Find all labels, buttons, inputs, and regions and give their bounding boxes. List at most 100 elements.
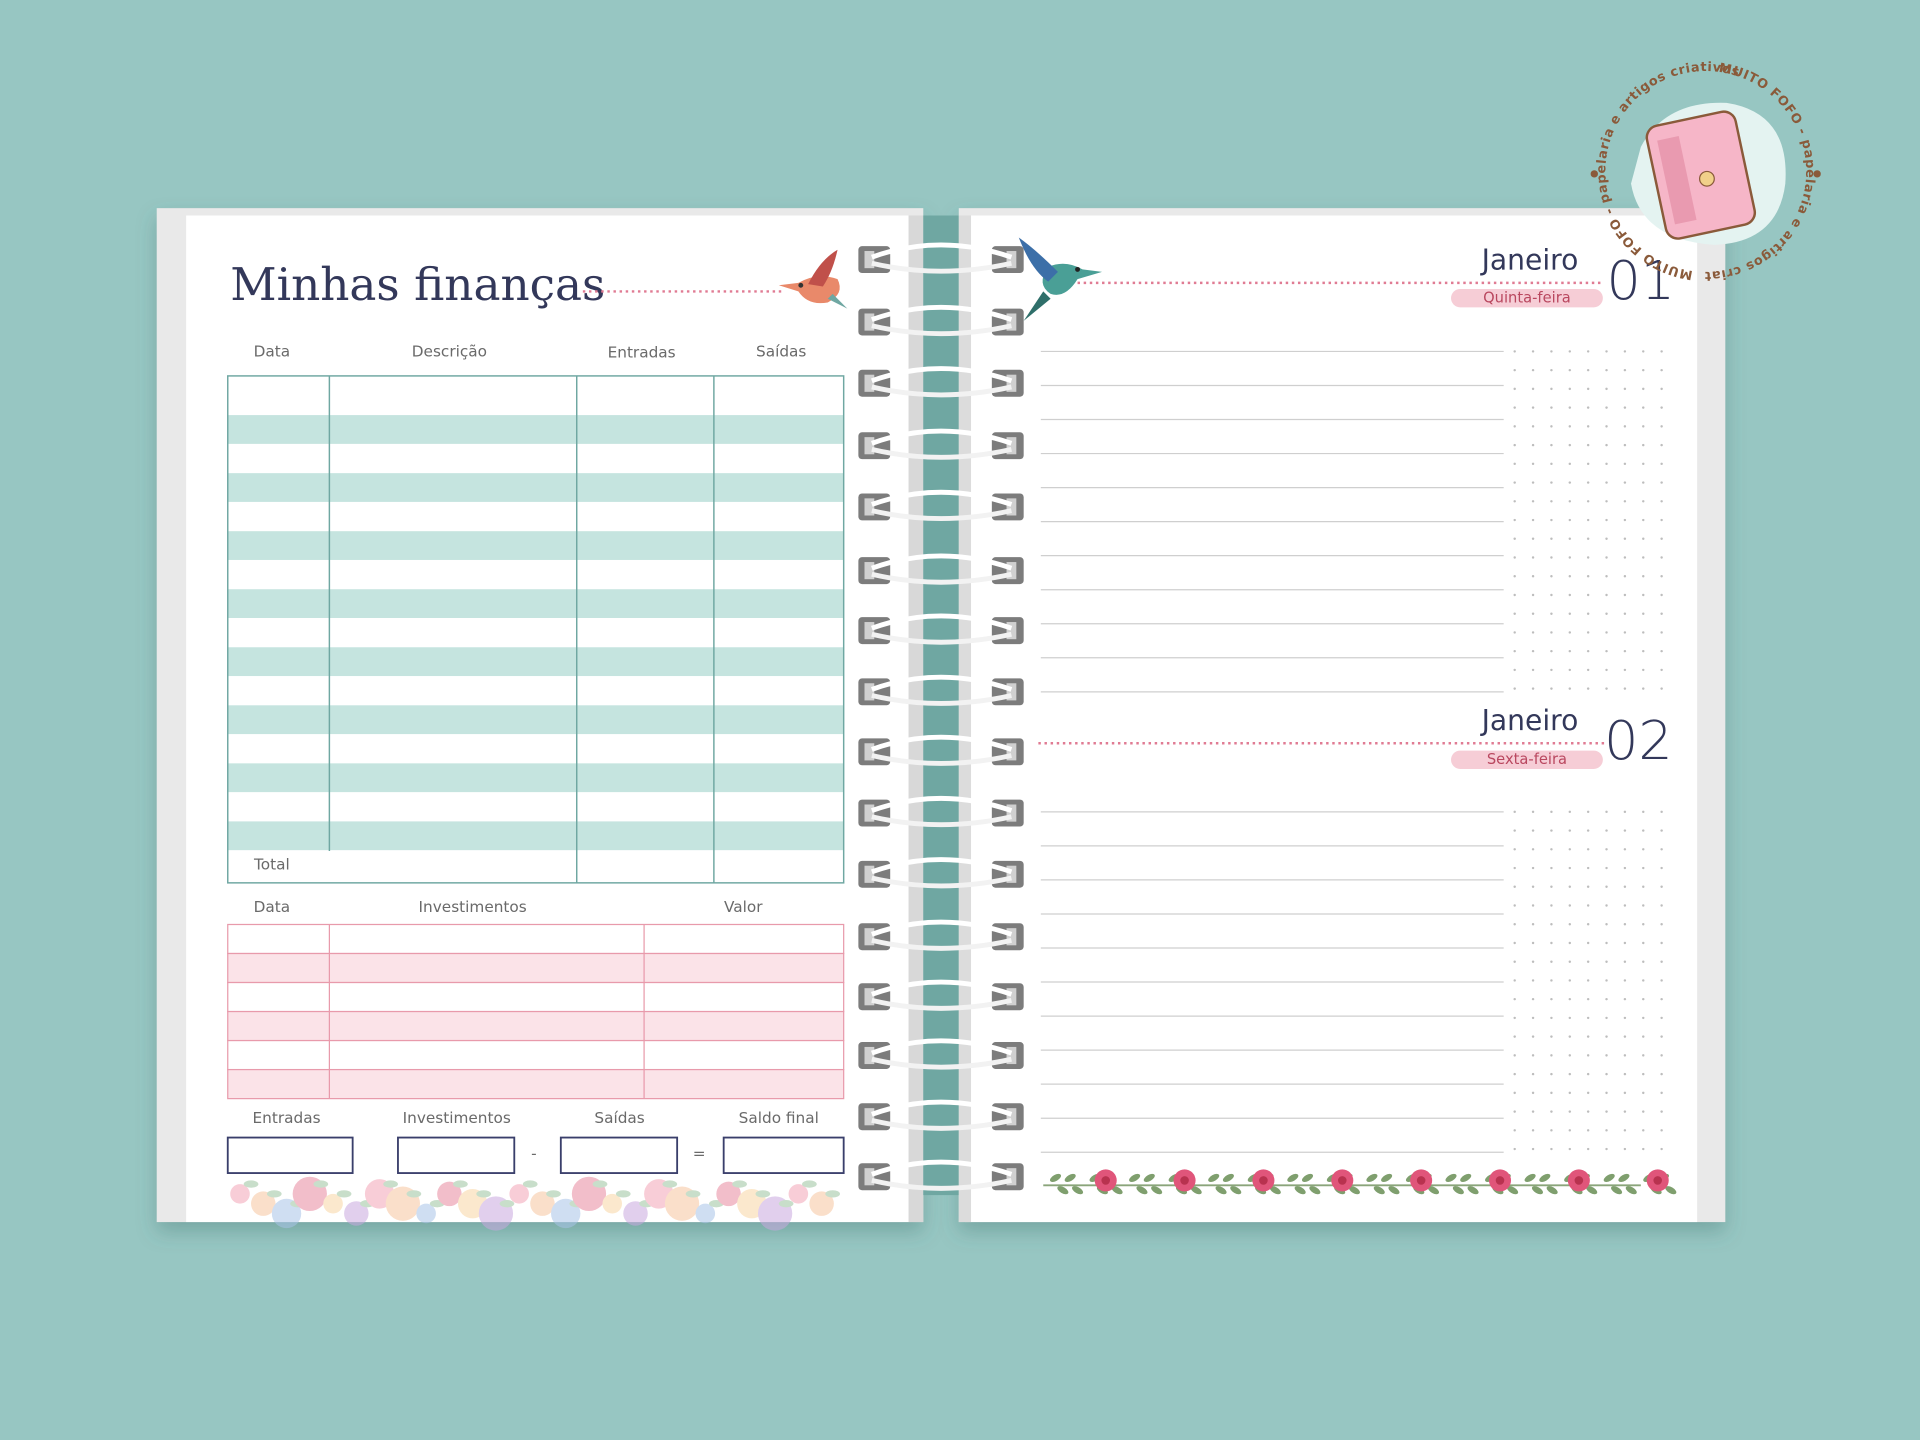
ring-clip-shine xyxy=(1006,804,1017,822)
ring-clip xyxy=(858,308,891,336)
grid-dot xyxy=(1660,960,1663,963)
leaf xyxy=(1215,1186,1227,1195)
ring xyxy=(871,631,1012,645)
grid-dot xyxy=(1550,387,1553,391)
leaf xyxy=(1381,1173,1393,1183)
ring-clip xyxy=(858,432,891,460)
grid-dot xyxy=(1550,1035,1553,1038)
grid-dot xyxy=(1623,687,1627,690)
grid-dot xyxy=(1642,1129,1645,1132)
grid-dot xyxy=(1568,885,1572,888)
grid-dot xyxy=(1568,1054,1572,1057)
grid-dot xyxy=(1513,1091,1516,1095)
grid-dot xyxy=(1550,1147,1553,1151)
grid-dot xyxy=(1605,631,1608,634)
grid-dot xyxy=(1623,612,1627,615)
ledger-stripe xyxy=(227,763,844,793)
grid-dot xyxy=(1513,1035,1516,1038)
grid-dot xyxy=(1642,350,1645,353)
ring-clip-shine xyxy=(1006,988,1017,1006)
grid-dot xyxy=(1550,406,1553,409)
grid-dot xyxy=(1550,1016,1553,1020)
leaf xyxy=(1507,1186,1519,1195)
day-number: 02 xyxy=(1604,709,1673,772)
leaf xyxy=(313,1180,329,1188)
grid-dot xyxy=(1568,904,1572,907)
grid-dot xyxy=(1550,612,1553,615)
grid-dot xyxy=(1531,885,1535,888)
leaf xyxy=(243,1180,259,1188)
ledger-stripe xyxy=(227,821,844,851)
grid-dot xyxy=(1586,941,1590,945)
weekday: Quinta-feira xyxy=(1483,289,1571,306)
grid-dot xyxy=(1660,1054,1663,1057)
ledger-stripe xyxy=(227,705,844,735)
grid-dot xyxy=(1586,1147,1590,1151)
grid-dot xyxy=(1660,1110,1663,1113)
grid-dot xyxy=(1642,593,1645,597)
grid-dot xyxy=(1586,866,1590,870)
grid-dot xyxy=(1660,1035,1663,1038)
grid-dot xyxy=(1605,406,1608,409)
ring xyxy=(871,857,1013,875)
leaf xyxy=(1467,1186,1479,1195)
grid-dot xyxy=(1513,649,1516,653)
grid-dot xyxy=(1586,904,1590,907)
grid-dot xyxy=(1642,649,1645,653)
leaf xyxy=(1294,1186,1306,1195)
grid-dot xyxy=(1623,500,1627,503)
grid-dot xyxy=(1642,1110,1645,1113)
grid-dot xyxy=(1623,885,1627,888)
grid-dot xyxy=(1623,462,1627,466)
grid-dot xyxy=(1550,1072,1553,1076)
leaf xyxy=(1269,1186,1281,1195)
ring-clip-shine xyxy=(1006,683,1017,701)
ring-clip xyxy=(858,678,891,706)
leaf xyxy=(1208,1173,1220,1183)
grid-dot xyxy=(1550,885,1553,888)
grid-dot xyxy=(1531,1129,1535,1132)
summary-label: Saídas xyxy=(594,1109,644,1127)
leaf xyxy=(1151,1186,1163,1195)
ring-clip-shine xyxy=(864,313,875,331)
summary-label: Entradas xyxy=(252,1109,320,1127)
grid-dot xyxy=(1531,668,1535,672)
grid-dot xyxy=(1605,1016,1608,1020)
grid-dot xyxy=(1623,904,1627,907)
grid-dot xyxy=(1568,848,1572,851)
grid-dot xyxy=(1660,810,1663,814)
grid-dot xyxy=(1660,593,1663,597)
leaf xyxy=(1064,1173,1076,1183)
grid-dot xyxy=(1605,518,1608,522)
ring-clip-shine xyxy=(1006,1046,1017,1065)
grid-dot xyxy=(1568,1035,1572,1038)
flower xyxy=(530,1191,555,1216)
summary-box xyxy=(226,1136,354,1174)
summary-box xyxy=(397,1136,516,1174)
grid-dot xyxy=(1623,593,1627,597)
grid-dot xyxy=(1660,500,1663,503)
ring-clip-shine xyxy=(864,865,875,883)
grid-dot xyxy=(1513,387,1516,391)
leaf xyxy=(1546,1186,1558,1195)
grid-dot xyxy=(1550,462,1553,466)
investments-row xyxy=(227,981,845,1013)
grid-dot xyxy=(1550,518,1553,522)
grid-dot xyxy=(1605,810,1608,814)
leaf xyxy=(1625,1186,1637,1195)
ring xyxy=(871,674,1013,692)
flower-center xyxy=(1338,1176,1347,1185)
ring-clip-shine xyxy=(864,743,875,761)
day-number: 01 xyxy=(1607,249,1676,312)
grid-dot xyxy=(1568,1072,1572,1076)
writing-lines xyxy=(1040,350,1663,1153)
grid-dot xyxy=(1513,368,1516,372)
summary-box xyxy=(722,1136,845,1174)
ring xyxy=(871,508,1012,522)
grid-dot xyxy=(1605,425,1608,428)
leaf xyxy=(499,1200,515,1208)
ring-clip xyxy=(858,493,891,521)
ring-clip-shine xyxy=(864,988,875,1006)
grid-dot xyxy=(1660,997,1663,1001)
month: Janeiro xyxy=(1480,243,1579,276)
